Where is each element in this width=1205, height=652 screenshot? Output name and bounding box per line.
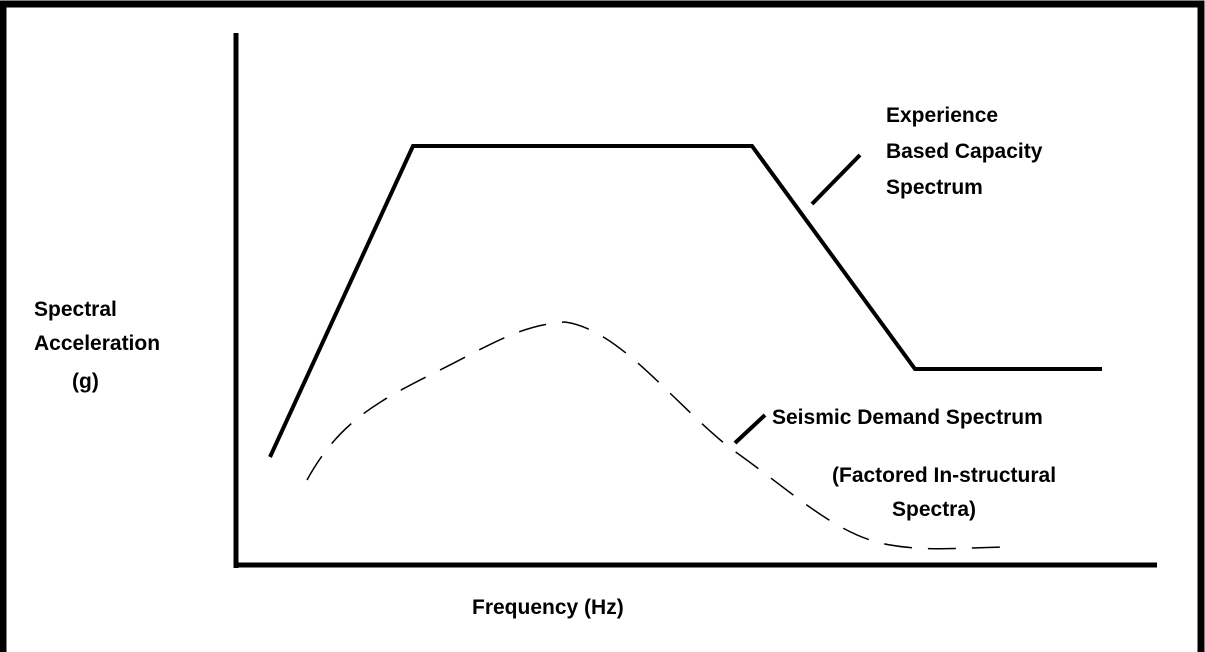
demand-label: Seismic Demand Spectrum bbox=[772, 406, 1043, 429]
note-label: Spectra) bbox=[892, 498, 976, 521]
capacity-label: Based Capacity bbox=[886, 140, 1043, 163]
demand-spectrum bbox=[306, 321, 1004, 550]
note-label: (Factored In-structural bbox=[832, 464, 1056, 487]
demand-leader bbox=[733, 413, 767, 445]
capacity-label: Spectrum bbox=[886, 176, 983, 199]
capacity-leader bbox=[810, 153, 862, 206]
y-axis-label: Acceleration bbox=[34, 332, 160, 355]
x-axis-label: Frequency (Hz) bbox=[472, 596, 624, 619]
y-axis-label: Spectral bbox=[34, 298, 117, 321]
capacity-spectrum bbox=[268, 144, 1102, 458]
capacity-label: Experience bbox=[886, 104, 998, 127]
y-axis-label: (g) bbox=[72, 370, 99, 393]
